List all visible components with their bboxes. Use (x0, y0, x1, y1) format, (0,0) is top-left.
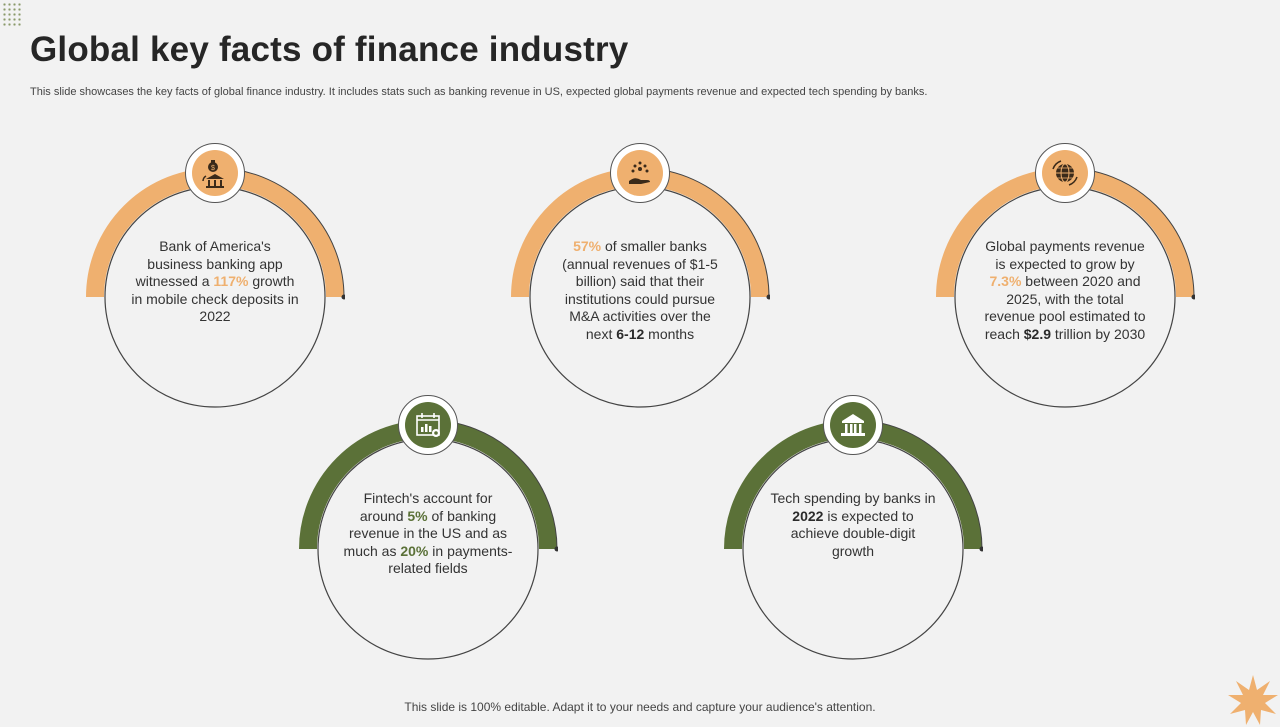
highlight-value: 6-12 (616, 325, 645, 342)
fact-card: Tech spending by banks in 2022 is expect… (723, 395, 983, 665)
ring-end-dot (1191, 294, 1195, 300)
fact-card: 57% of smaller banks (annual revenues of… (510, 143, 770, 413)
icon-badge (1035, 143, 1095, 203)
ring-end-dot (341, 294, 345, 300)
fact-text-segment: trillion by 2030 (1051, 325, 1146, 342)
fact-text-segment: Tech spending by banks in (770, 490, 936, 506)
highlight-value: 117% (213, 273, 249, 290)
fact-text-segment: between 2020 and 2025, with the total re… (984, 273, 1146, 342)
fact-text: Global payments revenue is expected to g… (980, 238, 1150, 344)
fact-text: Fintech's account for around 5% of banki… (343, 490, 513, 578)
fact-text-segment: months (644, 325, 695, 342)
globe-cycle-icon (1042, 150, 1088, 196)
page-title: Global key facts of finance industry (30, 30, 629, 69)
highlight-value: 5% (407, 507, 428, 524)
fact-card: Global payments revenue is expected to g… (935, 143, 1195, 413)
ring-end-dot (554, 546, 558, 552)
fact-text-segment: of smaller banks (annual revenues of $1-… (562, 238, 718, 342)
page-subtitle: This slide showcases the key facts of gl… (30, 86, 928, 98)
calendar-chart-icon (405, 402, 451, 448)
fact-text: Tech spending by banks in 2022 is expect… (768, 490, 938, 560)
sunburst-decoration (1228, 675, 1278, 725)
footer-note: This slide is 100% editable. Adapt it to… (404, 700, 876, 714)
fact-card: $ Bank of America's business banking app … (85, 143, 345, 413)
fact-text-segment: of banking revenue in the US and as much… (343, 507, 507, 559)
highlight-value: 20% (400, 542, 429, 559)
icon-badge: $ (185, 143, 245, 203)
fact-text: Bank of America's business banking app w… (130, 238, 300, 326)
icon-badge (823, 395, 883, 455)
fact-text-segment: is expected to achieve double-digit grow… (790, 507, 916, 559)
fact-text-segment: Bank of America's business banking app w… (135, 238, 283, 290)
dot-grid-decoration (2, 2, 22, 28)
icon-badge (610, 143, 670, 203)
coins-hand-icon (617, 150, 663, 196)
highlight-value: 7.3% (989, 273, 1022, 290)
svg-text:$: $ (211, 165, 215, 172)
money-bag-bank-icon: $ (192, 150, 238, 196)
ring-end-dot (766, 294, 770, 300)
highlight-value: $2.9 (1023, 325, 1051, 342)
fact-text-segment: Global payments revenue is expected to g… (985, 238, 1145, 272)
fact-text-segment: in payments-related fields (388, 542, 513, 577)
fact-card: Fintech's account for around 5% of banki… (298, 395, 558, 665)
highlight-value: 2022 (792, 507, 824, 524)
highlight-value: 57% (573, 238, 602, 254)
fact-text-segment: Fintech's account for around (359, 490, 493, 524)
bank-building-icon (830, 402, 876, 448)
icon-badge (398, 395, 458, 455)
fact-text: 57% of smaller banks (annual revenues of… (555, 238, 725, 344)
ring-end-dot (979, 546, 983, 552)
fact-text-segment: growth in mobile check deposits in 2022 (131, 273, 299, 325)
